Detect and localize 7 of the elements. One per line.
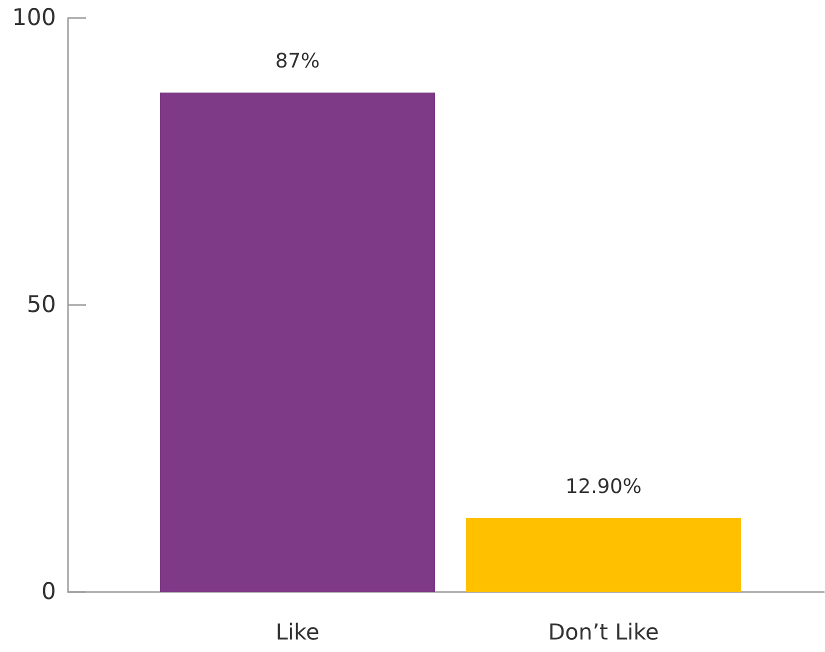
y-tick-label: 0 (41, 579, 56, 605)
data-label: 12.90% (565, 474, 642, 498)
y-tick-label: 100 (12, 5, 56, 31)
data-label: 87% (275, 48, 320, 73)
x-tick-label: Don’t Like (548, 620, 659, 646)
y-tick-label: 50 (26, 292, 56, 318)
x-tick-label: Like (276, 620, 320, 646)
